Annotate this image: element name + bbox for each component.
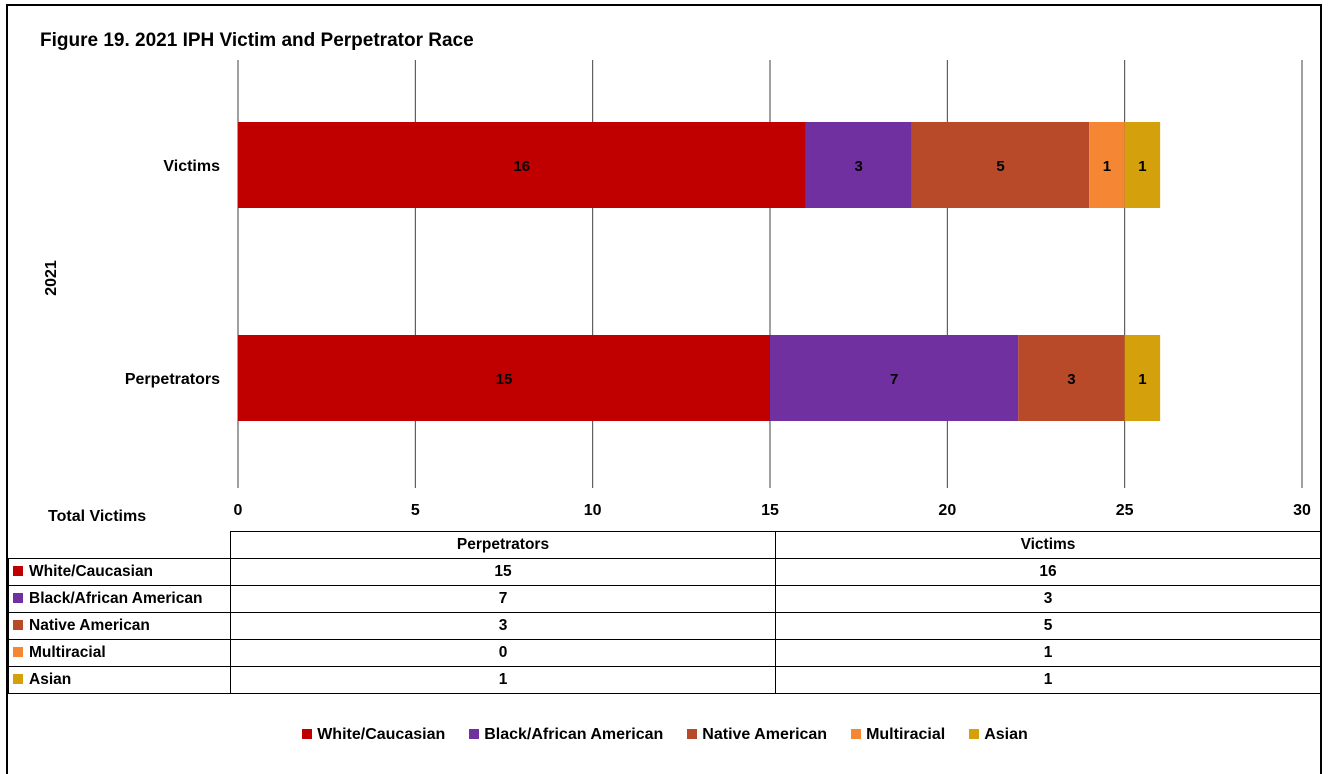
bar-data-label: 1: [1103, 158, 1111, 175]
table-row: White/Caucasian 15 16: [8, 558, 1321, 586]
bar-segment: [1124, 122, 1161, 208]
table-row-label: Multiracial: [8, 639, 231, 667]
legend-label: Black/African American: [484, 726, 664, 743]
y-category-label: Perpetrators: [125, 371, 220, 388]
x-tick-label: 0: [234, 502, 243, 519]
legend-label: Multiracial: [866, 726, 946, 743]
table-cell: 16: [775, 558, 1321, 586]
table-row-label: Black/African American: [8, 585, 231, 613]
table-row-label: White/Caucasian: [8, 558, 231, 586]
legend-item: Multiracial: [851, 726, 945, 744]
table-cell: 3: [230, 612, 776, 640]
table-row: Native American 3 5: [8, 612, 1321, 640]
data-table: Perpetrators Victims White/Caucasian 15 16 Bl…: [8, 531, 1321, 694]
legend-key-swatch: [13, 620, 23, 630]
table-column-header: Victims: [775, 531, 1321, 559]
table-row: Black/African American 7 3: [8, 585, 1321, 613]
x-tick-label: 15: [761, 502, 779, 519]
chart-legend: White/Caucasian Black/African American Nat…: [0, 726, 1330, 744]
chart-frame: [6, 4, 1322, 774]
chart-title: Figure 19. 2021 IPH Victim and Perpetrat…: [40, 30, 474, 51]
bar-data-label: 15: [496, 371, 513, 388]
bar-segment: [770, 335, 1019, 421]
legend-swatch: [302, 729, 313, 739]
x-tick-label: 30: [1293, 502, 1311, 519]
x-tick-label: 5: [411, 502, 420, 519]
legend-swatch: [469, 729, 480, 739]
x-tick-label: 10: [584, 502, 602, 519]
bar-data-label: 7: [890, 371, 898, 388]
bar-segment: [238, 122, 806, 208]
table-cell: 15: [230, 558, 776, 586]
legend-swatch: [687, 729, 698, 739]
bar-segment: [1018, 335, 1125, 421]
table-row-label: Native American: [8, 612, 231, 640]
bar-segment: [1124, 335, 1161, 421]
legend-item: Native American: [687, 726, 827, 744]
legend-swatch: [851, 729, 862, 739]
table-row-label: Asian: [8, 666, 231, 694]
table-header-row: Perpetrators Victims: [9, 531, 1321, 559]
x-tick-label: 20: [938, 502, 956, 519]
table-cell: 1: [230, 666, 776, 694]
table-column-header: Perpetrators: [230, 531, 776, 559]
table-corner-label: Total Victims: [48, 508, 146, 525]
bar-data-label: 3: [1067, 371, 1075, 388]
table-cell: 3: [775, 585, 1321, 613]
x-tick-label: 25: [1116, 502, 1134, 519]
legend-label: Native American: [702, 726, 828, 743]
table-cell: 7: [230, 585, 776, 613]
legend-key-swatch: [13, 593, 23, 603]
group-label: 2021: [43, 260, 60, 296]
legend-item: White/Caucasian: [302, 726, 445, 744]
legend-key-swatch: [13, 647, 23, 657]
table-row: Asian 1 1: [8, 666, 1321, 694]
table-cell: 0: [230, 639, 776, 667]
legend-item: Black/African American: [469, 726, 663, 744]
legend-label: White/Caucasian: [317, 726, 446, 743]
legend-key-swatch: [13, 674, 23, 684]
bar-data-label: 1: [1138, 371, 1146, 388]
bar-data-label: 3: [854, 158, 862, 175]
legend-swatch: [969, 729, 980, 739]
bar-segment: [805, 122, 912, 208]
legend-label: Asian: [984, 726, 1028, 743]
bar-segment: [911, 122, 1090, 208]
table-cell: 1: [775, 666, 1321, 694]
bar-data-label: 1: [1138, 158, 1146, 175]
table-cell: 5: [775, 612, 1321, 640]
bar-data-label: 16: [513, 158, 530, 175]
table-cell: 1: [775, 639, 1321, 667]
table-corner-cell: [9, 532, 231, 559]
y-category-label: Victims: [163, 158, 220, 175]
stacked-bar-chart: 0 5 10 15 20 25 30 Total Victims 2021 Victims 16 3 5…: [43, 60, 1311, 525]
bar-data-label: 5: [996, 158, 1004, 175]
table-row: Multiracial 0 1: [8, 639, 1321, 667]
bar-segment: [1089, 122, 1125, 208]
bar-segment: [238, 335, 770, 421]
legend-item: Asian: [969, 726, 1028, 744]
legend-key-swatch: [13, 566, 23, 576]
